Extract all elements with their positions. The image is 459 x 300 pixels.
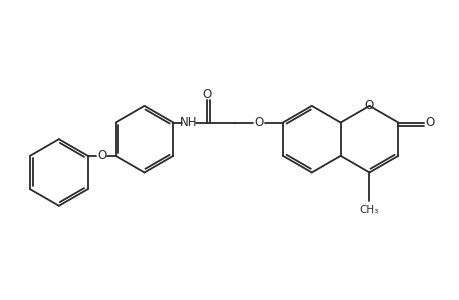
Text: O: O [97,149,106,162]
Text: O: O [254,116,263,129]
Text: CH₃: CH₃ [359,205,378,215]
Text: NH: NH [179,116,197,129]
Text: O: O [202,88,211,101]
Text: O: O [425,116,434,129]
Text: O: O [364,99,373,112]
